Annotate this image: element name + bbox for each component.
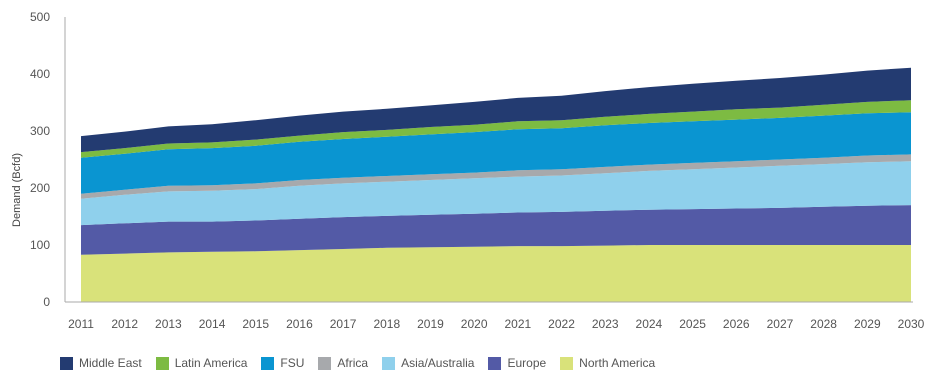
legend-label: North America [579, 356, 656, 370]
area-europe [81, 205, 911, 255]
area-fsu [81, 112, 911, 194]
legend-item-asia-australia: Asia/Australia [382, 356, 474, 370]
x-tick-label: 2029 [854, 317, 881, 331]
legend-item-europe: Europe [488, 356, 546, 370]
x-tick-label: 2013 [155, 317, 182, 331]
x-tick-label: 2026 [723, 317, 750, 331]
y-ticks-group: 0 100 200 300 400 500 [30, 10, 50, 309]
area-latin-america [81, 100, 911, 158]
legend-item-fsu: FSU [261, 356, 304, 370]
x-tick-label: 2024 [636, 317, 663, 331]
x-tick-label: 2020 [461, 317, 488, 331]
legend-swatch [155, 356, 169, 370]
y-tick-label: 200 [30, 181, 50, 195]
areas-group [81, 67, 911, 302]
legend-label: FSU [280, 356, 305, 370]
legend-label: Africa [337, 356, 369, 370]
legend-label: Latin America [174, 356, 248, 370]
legend-swatch [60, 356, 73, 370]
axes-group [64, 17, 913, 303]
y-tick-label: 400 [30, 67, 50, 81]
x-tick-label: 2016 [286, 317, 313, 331]
legend-swatch [560, 356, 574, 370]
x-ticks-group: 2011 2012 2013 2014 2015 2016 2017 2018 2019 2020… [68, 317, 925, 331]
x-tick-label: 2021 [504, 317, 531, 331]
legend-item-latin-america: Latin America [155, 356, 248, 370]
area-africa [81, 154, 911, 199]
y-tick-label: 500 [30, 10, 50, 24]
x-tick-label: 2018 [373, 317, 400, 331]
legend-item-africa: Africa [318, 356, 368, 370]
x-tick-label: 2015 [242, 317, 269, 331]
x-tick-label: 2025 [679, 317, 706, 331]
x-tick-label: 2030 [898, 317, 925, 331]
y-axis-title: Demand (Bcfd) [11, 153, 23, 227]
x-tick-label: 2017 [330, 317, 357, 331]
area-middle-east [81, 67, 911, 153]
x-tick-label: 2028 [810, 317, 837, 331]
x-tick-label: 2022 [548, 317, 575, 331]
y-tick-label: 0 [43, 295, 50, 309]
area-north-america [81, 245, 911, 302]
x-tick-label: 2023 [592, 317, 619, 331]
legend-swatch [261, 356, 275, 370]
x-tick-label: 2012 [111, 317, 138, 331]
legend-swatch [488, 356, 502, 370]
legend-swatch [318, 356, 332, 370]
legend: Middle East Latin America FSU Africa Asia/Au… [60, 356, 669, 370]
y-tick-label: 100 [30, 238, 50, 252]
legend-label: Middle East [79, 356, 142, 370]
x-tick-label: 2027 [767, 317, 794, 331]
legend-swatch [382, 356, 396, 370]
legend-label: Europe [507, 356, 547, 370]
legend-label: Asia/Australia [401, 356, 475, 370]
x-tick-label: 2014 [199, 317, 226, 331]
x-tick-label: 2019 [417, 317, 444, 331]
legend-item-middle-east: Middle East [60, 356, 142, 370]
y-tick-label: 300 [30, 124, 50, 138]
x-tick-label: 2011 [68, 317, 94, 331]
legend-item-north-america: North America [560, 356, 655, 370]
area-asia-australia [81, 161, 911, 226]
